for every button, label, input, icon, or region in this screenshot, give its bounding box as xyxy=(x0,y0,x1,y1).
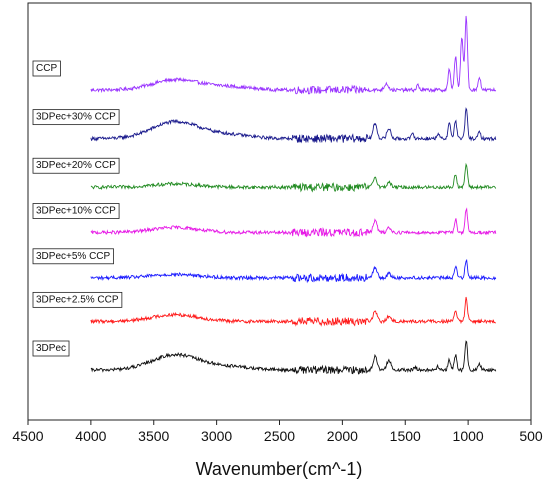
series-line xyxy=(90,15,497,95)
x-tick-label: 2000 xyxy=(327,428,358,444)
series-label-box xyxy=(32,291,123,308)
series-label-box xyxy=(32,248,114,265)
series-line xyxy=(90,296,496,327)
series-label-box xyxy=(32,340,70,357)
series-label: 3DPec+2.5% CCP xyxy=(36,294,119,305)
series-label-box xyxy=(32,157,120,174)
x-tick-label: 4000 xyxy=(75,428,106,444)
series-line xyxy=(90,207,497,238)
series-label: 3DPec+30% CCP xyxy=(36,112,116,123)
x-tick-label: 3000 xyxy=(201,428,232,444)
series-line xyxy=(90,107,497,144)
series-label-box xyxy=(32,109,120,126)
series-line xyxy=(90,162,497,193)
series-label-box xyxy=(32,60,61,77)
series-label-box xyxy=(32,203,120,219)
series-label: 3DPec+10% CCP xyxy=(36,206,116,217)
x-tick-label: 3500 xyxy=(138,428,169,444)
series-label: 3DPec xyxy=(36,343,66,354)
series-label: CCP xyxy=(36,63,57,74)
series-label: 3DPec+5% CCP xyxy=(36,251,111,262)
x-tick-label: 1500 xyxy=(390,428,421,444)
x-axis-title: Wavenumber(cm^-1) xyxy=(196,459,363,479)
x-tick-label: 2500 xyxy=(264,428,295,444)
x-tick-label: 1000 xyxy=(453,428,484,444)
series-line xyxy=(90,340,497,375)
x-tick-label: 4500 xyxy=(12,428,43,444)
series-label: 3DPec+20% CCP xyxy=(36,160,116,171)
x-tick-label: 500 xyxy=(519,428,543,444)
series-line xyxy=(90,258,497,284)
